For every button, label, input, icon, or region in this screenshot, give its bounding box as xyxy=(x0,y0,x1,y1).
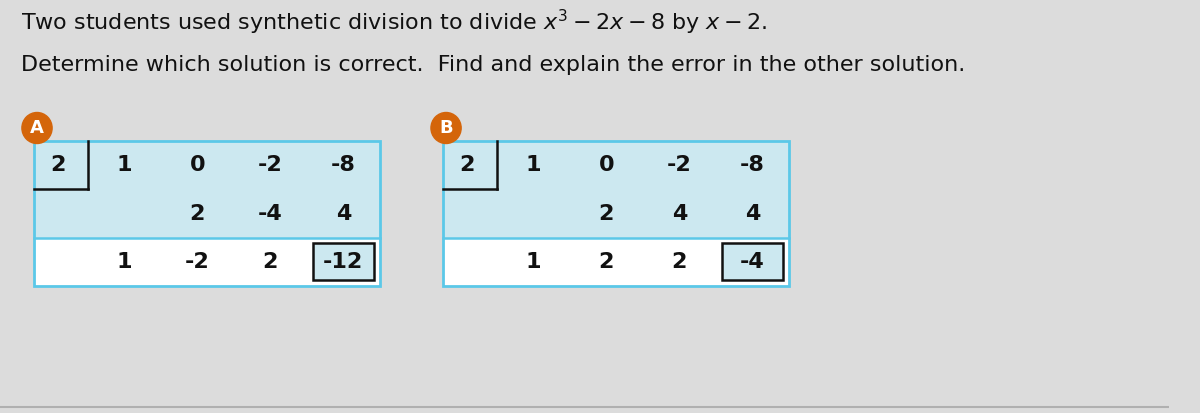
Text: 1: 1 xyxy=(116,155,132,175)
FancyBboxPatch shape xyxy=(443,189,788,237)
FancyBboxPatch shape xyxy=(34,237,380,286)
FancyBboxPatch shape xyxy=(721,244,784,280)
Text: -12: -12 xyxy=(323,252,364,272)
Text: B: B xyxy=(439,119,452,137)
FancyBboxPatch shape xyxy=(443,141,788,189)
Text: 1: 1 xyxy=(526,155,541,175)
Circle shape xyxy=(431,112,461,143)
Text: Determine which solution is correct.  Find and explain the error in the other so: Determine which solution is correct. Fin… xyxy=(22,55,966,75)
Text: -2: -2 xyxy=(258,155,283,175)
Text: Two students used synthetic division to divide $x^3 - 2x - 8$ by $x - 2$.: Two students used synthetic division to … xyxy=(22,8,768,37)
Text: A: A xyxy=(30,119,44,137)
Text: -4: -4 xyxy=(740,252,764,272)
Text: 1: 1 xyxy=(116,252,132,272)
Text: 1: 1 xyxy=(526,252,541,272)
Text: -2: -2 xyxy=(667,155,691,175)
Text: -8: -8 xyxy=(331,155,355,175)
Text: 2: 2 xyxy=(672,252,688,272)
Text: -8: -8 xyxy=(740,155,764,175)
Text: 2: 2 xyxy=(460,155,475,175)
Circle shape xyxy=(22,112,52,143)
Text: 2: 2 xyxy=(50,155,66,175)
Text: -2: -2 xyxy=(185,252,210,272)
Text: 4: 4 xyxy=(745,204,760,223)
FancyBboxPatch shape xyxy=(313,244,374,280)
Text: 4: 4 xyxy=(672,204,688,223)
Text: 2: 2 xyxy=(263,252,278,272)
FancyBboxPatch shape xyxy=(34,189,380,237)
Text: 0: 0 xyxy=(599,155,614,175)
Text: 2: 2 xyxy=(599,204,614,223)
FancyBboxPatch shape xyxy=(443,237,788,286)
Text: 2: 2 xyxy=(190,204,205,223)
Text: 0: 0 xyxy=(190,155,205,175)
Text: 4: 4 xyxy=(336,204,350,223)
Text: 2: 2 xyxy=(599,252,614,272)
Text: -4: -4 xyxy=(258,204,283,223)
FancyBboxPatch shape xyxy=(34,141,380,189)
